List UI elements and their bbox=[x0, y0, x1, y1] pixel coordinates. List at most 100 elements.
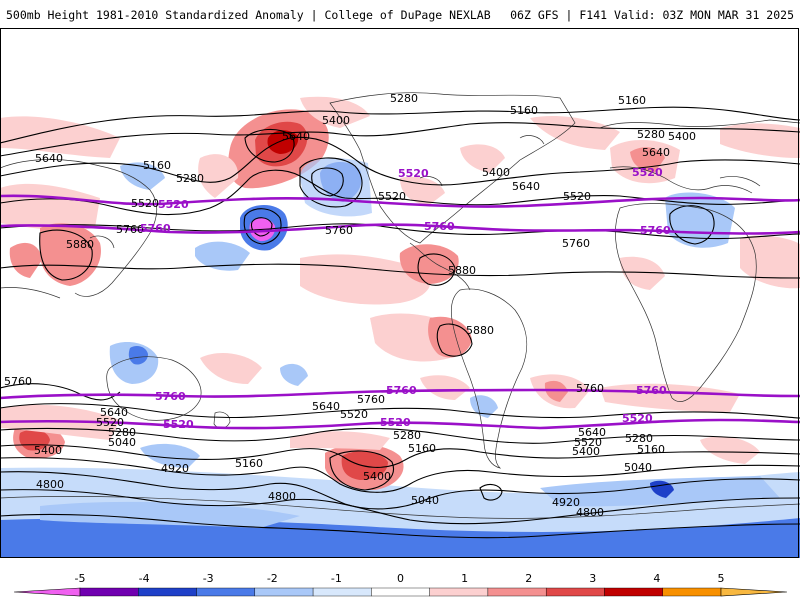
colorbar-bin bbox=[429, 587, 489, 597]
contour-label: 5520 bbox=[340, 408, 368, 421]
colorbar-tick-label: -1 bbox=[331, 572, 342, 585]
contour-label: 4800 bbox=[268, 490, 296, 503]
colorbar-tick-label: -3 bbox=[203, 572, 214, 585]
sh-5760-contour bbox=[0, 388, 800, 400]
colorbar-bin bbox=[138, 587, 197, 597]
colorbar-tick-label: -5 bbox=[75, 572, 86, 585]
contour-label: 5160 bbox=[408, 442, 436, 455]
contour-label: 5280 bbox=[108, 426, 136, 439]
colorbar-tick-label: -2 bbox=[267, 572, 278, 585]
contour-label: 5760 bbox=[357, 393, 385, 406]
contour-label: 5160 bbox=[637, 443, 665, 456]
contour-label: 5880 bbox=[466, 324, 494, 337]
contour-label: 5880 bbox=[448, 264, 476, 277]
colorbar-bin bbox=[487, 587, 547, 597]
contour-label: 5640 bbox=[100, 406, 128, 419]
contour-label: 5400 bbox=[482, 166, 510, 179]
colorbar-tick-label: 3 bbox=[589, 572, 596, 585]
antarctica-outline bbox=[0, 495, 800, 519]
colorbar-tick-label: 0 bbox=[397, 572, 404, 585]
colorbar-bin bbox=[662, 587, 722, 597]
contour-label-purple: 5760 bbox=[424, 220, 455, 233]
contour-label-purple: 5760 bbox=[140, 222, 171, 235]
contour-label: 5400 bbox=[322, 114, 350, 127]
contour-label: 4800 bbox=[576, 506, 604, 519]
contour-label: 5160 bbox=[143, 159, 171, 172]
contour-label-purple: 5760 bbox=[636, 384, 667, 397]
colorbar-tick-label: -4 bbox=[139, 572, 150, 585]
contour-label: 4920 bbox=[161, 462, 189, 475]
contour-label-purple: 5520 bbox=[158, 198, 189, 211]
north-america-outline bbox=[329, 92, 576, 244]
contour-label: 5400 bbox=[34, 444, 62, 457]
anomaly-shading bbox=[0, 96, 800, 558]
colorbar-bin bbox=[196, 587, 256, 597]
contour-label: 5520 bbox=[131, 197, 159, 210]
contour-label: 5760 bbox=[4, 375, 32, 388]
colorbar: -5 -4 -3 -2 -1 0 1 2 3 4 5 bbox=[13, 572, 788, 597]
contour-label: 5040 bbox=[411, 494, 439, 507]
colorbar-tick-label: 1 bbox=[461, 572, 468, 585]
colorbar-ticks: -5 -4 -3 -2 -1 0 1 2 3 4 5 bbox=[75, 572, 725, 585]
contour-label: 4800 bbox=[36, 478, 64, 491]
contour-label-purple: 5520 bbox=[398, 167, 429, 180]
colorbar-bin bbox=[312, 587, 372, 597]
contour-label-purple: 5760 bbox=[640, 224, 671, 237]
contour-label: 5280 bbox=[176, 172, 204, 185]
contour-label: 5520 bbox=[378, 190, 406, 203]
contour-label: 5280 bbox=[393, 429, 421, 442]
contour-label: 5520 bbox=[96, 416, 124, 429]
colorbar-tick-label: 2 bbox=[525, 572, 532, 585]
model-run-info: 06Z GFS | F141 Valid: 03Z MON MAR 31 202… bbox=[510, 8, 794, 22]
south-america-outline bbox=[450, 288, 528, 469]
contour-label: 5040 bbox=[108, 436, 136, 449]
contour-label: 5640 bbox=[512, 180, 540, 193]
contour-label-purple: 5520 bbox=[632, 166, 663, 179]
colorbar-max-triangle bbox=[720, 587, 788, 597]
contour-label: 5400 bbox=[572, 445, 600, 458]
colorbar-bin bbox=[604, 587, 663, 597]
sh-5520-contour bbox=[0, 418, 800, 430]
contour-label-purple: 5760 bbox=[155, 390, 186, 403]
contour-label: 5760 bbox=[562, 237, 590, 250]
highlight-contours bbox=[0, 194, 800, 430]
contour-label: 5040 bbox=[624, 461, 652, 474]
highlight-contour-labels: 5520 5520 5760 5760 5520 5760 5760 5760 … bbox=[140, 166, 671, 431]
contour-label: 5520 bbox=[563, 190, 591, 203]
colorbar-bin bbox=[79, 587, 139, 597]
africa-outline bbox=[615, 203, 757, 402]
contour-label: 5640 bbox=[35, 152, 63, 165]
colorbar-min-triangle bbox=[13, 587, 81, 597]
contour-label: 5160 bbox=[510, 104, 538, 117]
contour-label-purple: 5520 bbox=[622, 412, 653, 425]
contour-label: 5280 bbox=[637, 128, 665, 141]
contour-labels: 5280 5160 5160 5400 5640 5640 5160 5280 … bbox=[4, 92, 696, 519]
contour-label: 5880 bbox=[66, 238, 94, 251]
contour-label: 5160 bbox=[235, 457, 263, 470]
map-title: 500mb Height 1981-2010 Standardized Anom… bbox=[6, 8, 491, 22]
height-contours bbox=[0, 106, 800, 539]
contour-label-purple: 5520 bbox=[380, 416, 411, 429]
colorbar-tick-label: 5 bbox=[718, 572, 725, 585]
nh-5520-contour bbox=[0, 194, 800, 208]
contour-label: 5400 bbox=[363, 470, 391, 483]
contour-label: 5520 bbox=[574, 436, 602, 449]
colorbar-tick-label: 4 bbox=[653, 572, 660, 585]
contour-label: 5640 bbox=[282, 130, 310, 143]
contour-label: 4920 bbox=[552, 496, 580, 509]
contour-label-purple: 5760 bbox=[386, 384, 417, 397]
colorbar-bins bbox=[13, 587, 788, 597]
antarctic-strong-negative bbox=[0, 518, 800, 558]
contour-label: 5760 bbox=[325, 224, 353, 237]
coastlines bbox=[0, 92, 800, 519]
colorbar-bin bbox=[545, 587, 605, 597]
header: 500mb Height 1981-2010 Standardized Anom… bbox=[0, 0, 800, 28]
contour-label: 5400 bbox=[668, 130, 696, 143]
contour-label: 5640 bbox=[642, 146, 670, 159]
contour-label-purple: 5520 bbox=[163, 418, 194, 431]
contour-label: 5160 bbox=[618, 94, 646, 107]
asia-outline bbox=[0, 159, 158, 299]
contour-label: 5640 bbox=[312, 400, 340, 413]
anomaly-map: 5280 5160 5160 5400 5640 5640 5160 5280 … bbox=[0, 92, 800, 558]
colorbar-bin bbox=[371, 587, 430, 597]
